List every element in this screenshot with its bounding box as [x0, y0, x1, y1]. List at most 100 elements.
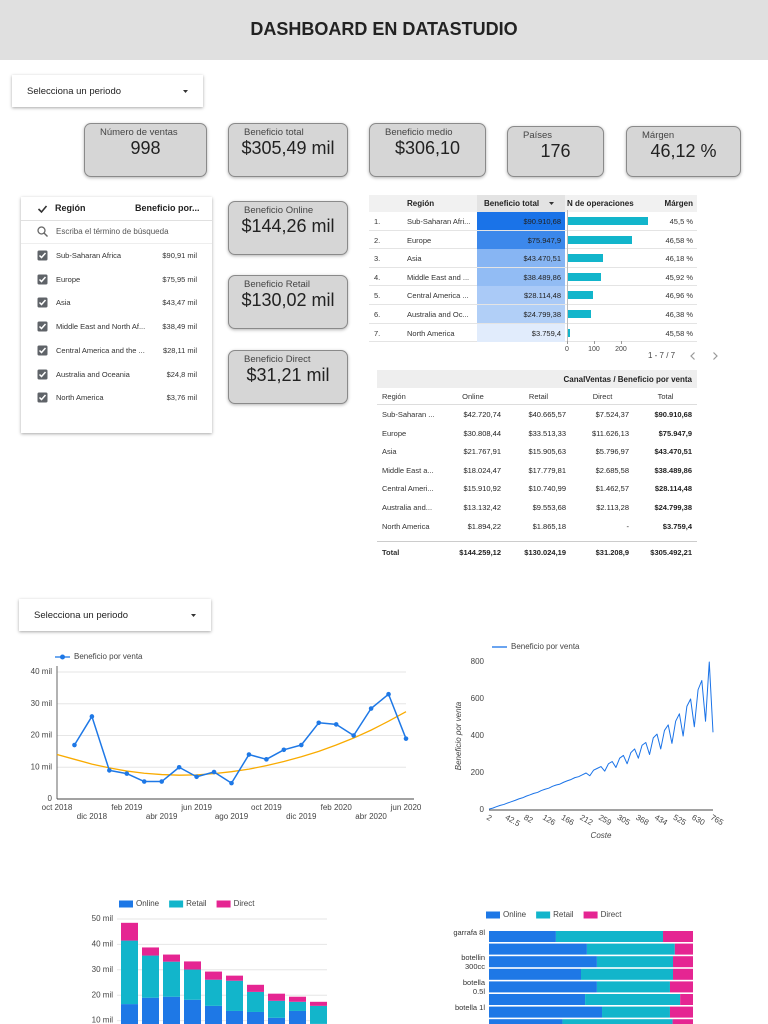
canal-cell: $18.024,47 [440, 461, 505, 479]
bar-segment [121, 940, 138, 1005]
ops-tick-label: 100 [588, 346, 600, 353]
search-icon [37, 226, 48, 237]
divider [21, 243, 212, 244]
bar-segment [489, 943, 587, 955]
canal-value: $90.910,68 [654, 410, 692, 419]
filter-item-name: Asia [56, 298, 71, 308]
kpi-card: Beneficio total $305,49 mil [228, 123, 348, 177]
x-tick-label: 2 [485, 813, 494, 823]
row-region: North America [407, 328, 455, 338]
canal-cell: $21.767,91 [440, 442, 505, 460]
bar-segment [226, 1010, 243, 1024]
table-header: Región [407, 199, 435, 208]
canal-cell: $24.799,38 [634, 498, 696, 516]
ops-axis [567, 210, 568, 344]
y-tick-label: 400 [471, 731, 485, 740]
point [141, 779, 147, 784]
canal-region: Sub-Saharan ... [382, 410, 435, 419]
canal-region: Middle East a... [382, 465, 434, 475]
search-input[interactable]: Escriba el término de búsqueda [56, 227, 169, 236]
point [124, 771, 130, 776]
point [211, 769, 217, 775]
point [351, 733, 356, 738]
x-tick-label: dic 2019 [286, 812, 317, 821]
canal-header: Direct [592, 392, 613, 401]
bar-segment [121, 922, 138, 941]
canal-value: $40.665,57 [528, 410, 566, 419]
period-dropdown[interactable]: Selecciona un periodo [19, 599, 211, 631]
checkbox [38, 371, 47, 378]
checkbox [38, 347, 47, 354]
canal-cell: $5.796,97 [571, 442, 633, 460]
checkbox [37, 274, 48, 285]
kpi-value: $144,26 mil [241, 216, 335, 236]
canal-cell: $40.665,57 [506, 405, 570, 423]
bar-segment [596, 956, 674, 968]
y-tick-label: 20 mil [92, 990, 114, 999]
x-tick-label: 305 [616, 813, 633, 828]
kpi-card: Beneficio Online $144,26 mil [228, 201, 348, 255]
x-tick-label: ago 2019 [215, 812, 249, 821]
y-tick-label: 0 [48, 794, 53, 803]
canal-value: $33.513,33 [528, 428, 566, 438]
bar-segment [562, 1019, 673, 1024]
bar-segment [142, 997, 159, 1024]
legend-label: Direct [234, 899, 256, 908]
canal-cell: $1.462,57 [571, 479, 633, 497]
bar-segment [142, 947, 159, 956]
canal-value: $21.767,91 [463, 447, 501, 457]
checkbox [37, 369, 48, 379]
bar-segment [163, 954, 180, 962]
row-margin: 46,96 % [665, 291, 693, 301]
y-tick-label: 50 mil [92, 914, 114, 923]
dropdown-label: Selecciona un periodo [34, 610, 129, 621]
x-tick-label: 525 [672, 813, 689, 828]
kpi-value: $31,21 mil [246, 365, 330, 385]
prev-page [690, 352, 695, 360]
table-header: Beneficio total [484, 199, 540, 208]
filter-header: Región [55, 203, 86, 213]
point [316, 720, 322, 726]
point [299, 742, 304, 748]
operations-bar [567, 272, 601, 281]
kpi-value: $130,02 mil [241, 290, 335, 310]
point [281, 747, 287, 753]
canal-value: $305.492,21 [650, 548, 692, 557]
canal-cell: $38.489,86 [634, 461, 696, 479]
bar-segment [184, 999, 201, 1024]
kpi-label: Beneficio Direct [244, 354, 311, 365]
kpi-value: 46,12 % [650, 141, 717, 161]
y-axis-title: Beneficio por venta [454, 701, 463, 770]
table-row: 5. Central America ... $28.114,48 46,96 % [369, 286, 697, 305]
row-index: 3. [374, 254, 381, 264]
kpi-label: Beneficio Retail [244, 279, 311, 290]
x-tick-label: 259 [597, 813, 614, 828]
legend-label: Beneficio por venta [74, 652, 143, 661]
row-margin: 45,58 % [665, 328, 693, 338]
filter-item-value: $75,95 mil [162, 274, 197, 284]
x-tick-label: oct 2018 [42, 803, 73, 812]
canal-value: $42.720,74 [463, 410, 501, 419]
period-dropdown[interactable]: Selecciona un periodo [12, 75, 203, 107]
kpi-card: Número de ventas 998 [84, 123, 207, 177]
heat-cell: $43.470,51 [477, 249, 565, 268]
point [89, 714, 95, 719]
x-tick-label: jun 2020 [390, 803, 422, 812]
y-tick-label: 20 mil [31, 731, 53, 740]
x-tick-label: jun 2019 [180, 803, 212, 812]
kpi-label: Beneficio Online [244, 205, 314, 216]
checkbox [37, 345, 48, 356]
bar-segment [581, 968, 674, 980]
canal-value: $43.470,51 [654, 447, 692, 457]
bar-segment [268, 1000, 285, 1018]
bar-segment [489, 1019, 563, 1024]
row-total: $3.759,4 [531, 328, 561, 338]
next-page [713, 352, 718, 360]
bar-segment [596, 981, 670, 993]
canal-cell: $30.808,44 [440, 424, 505, 442]
row-total: $28.114,48 [524, 291, 561, 301]
canal-value: $11.626,13 [592, 428, 629, 438]
canal-cell: $2.113,28 [571, 498, 633, 516]
region-filter: Región Beneficio por... Escriba el término… [21, 197, 212, 433]
bar-segment [669, 1006, 693, 1018]
